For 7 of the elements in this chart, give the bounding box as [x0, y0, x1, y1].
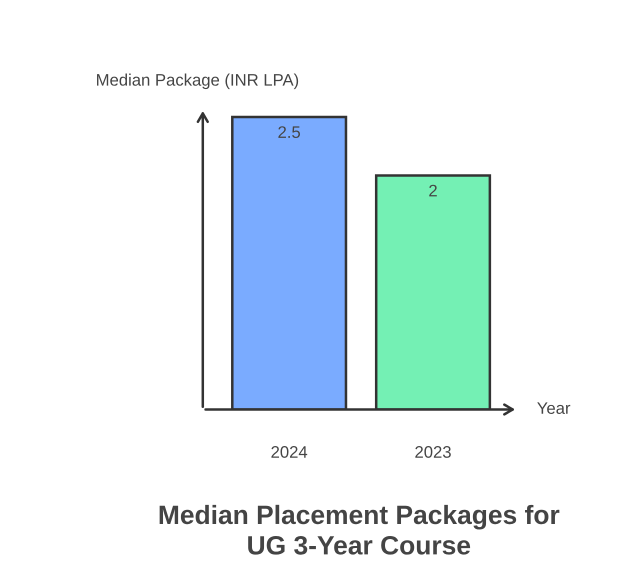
data-label: 2.5	[278, 126, 300, 138]
y-axis-title: Median Package (INR LPA)	[97, 74, 298, 90]
text: Median Placement Packages for UG 3-Year Course	[160, 504, 560, 555]
x-tick-label: 2023	[415, 446, 451, 458]
data-label: 2	[429, 184, 437, 196]
x-axis-title: Year	[537, 402, 570, 414]
x-tick-label: 2024	[271, 446, 308, 458]
